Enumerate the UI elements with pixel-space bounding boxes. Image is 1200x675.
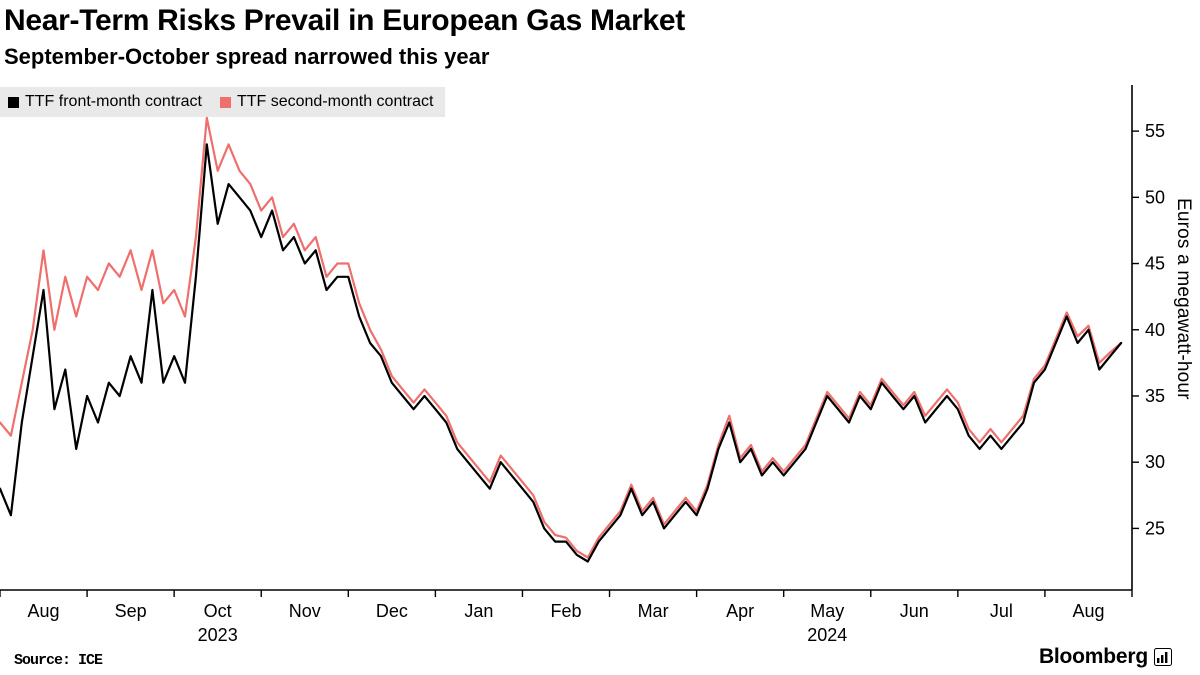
bloomberg-logo: Bloomberg (1039, 645, 1172, 669)
x-axis-year-label: 2023 (198, 625, 238, 645)
x-axis-label: Feb (550, 601, 581, 621)
x-axis-label: Oct (204, 601, 232, 621)
x-axis-label: Apr (726, 601, 754, 621)
x-axis-label: Jan (464, 601, 493, 621)
x-axis-label: Aug (28, 601, 60, 621)
y-axis-label: 30 (1145, 452, 1165, 472)
x-axis-label: Jul (990, 601, 1013, 621)
legend-label-front-month: TTF front-month contract (25, 93, 202, 110)
legend-swatch-second-month (219, 96, 231, 108)
y-axis-label: 50 (1145, 187, 1165, 207)
bloomberg-wordmark: Bloomberg (1038, 645, 1148, 668)
series-line-second-month (0, 116, 1123, 559)
x-axis-label: Dec (376, 601, 408, 621)
x-axis-label: Sep (115, 601, 147, 621)
x-axis-label: Nov (289, 601, 321, 621)
legend-item-second-month: TTF second-month contract (219, 93, 434, 111)
legend: TTF front-month contract TTF second-mont… (0, 87, 446, 117)
y-axis-label: 40 (1145, 320, 1165, 340)
series-line-front-month (0, 143, 1123, 563)
y-axis-title: Euros a megawatt-hour (1173, 198, 1194, 400)
y-axis-label: 25 (1145, 518, 1165, 538)
legend-swatch-front-month (8, 96, 19, 108)
x-axis-year-label: 2024 (807, 625, 847, 645)
x-axis-label: May (810, 601, 844, 621)
chart-subtitle: September-October spread narrowed this y… (4, 44, 490, 69)
y-axis-label: 45 (1145, 254, 1165, 274)
y-axis-label: 55 (1145, 121, 1165, 141)
page-title: Near-Term Risks Prevail in European Gas … (4, 4, 685, 37)
x-axis-label: Mar (638, 601, 669, 621)
source-note: Source: ICE (14, 652, 103, 669)
x-axis-label: Aug (1072, 601, 1104, 621)
legend-item-front-month: TTF front-month contract (8, 93, 202, 111)
x-axis-label: Jun (900, 601, 929, 621)
bloomberg-chart-icon (1154, 648, 1172, 666)
y-axis-label: 35 (1145, 386, 1165, 406)
legend-label-second-month: TTF second-month contract (236, 93, 434, 110)
